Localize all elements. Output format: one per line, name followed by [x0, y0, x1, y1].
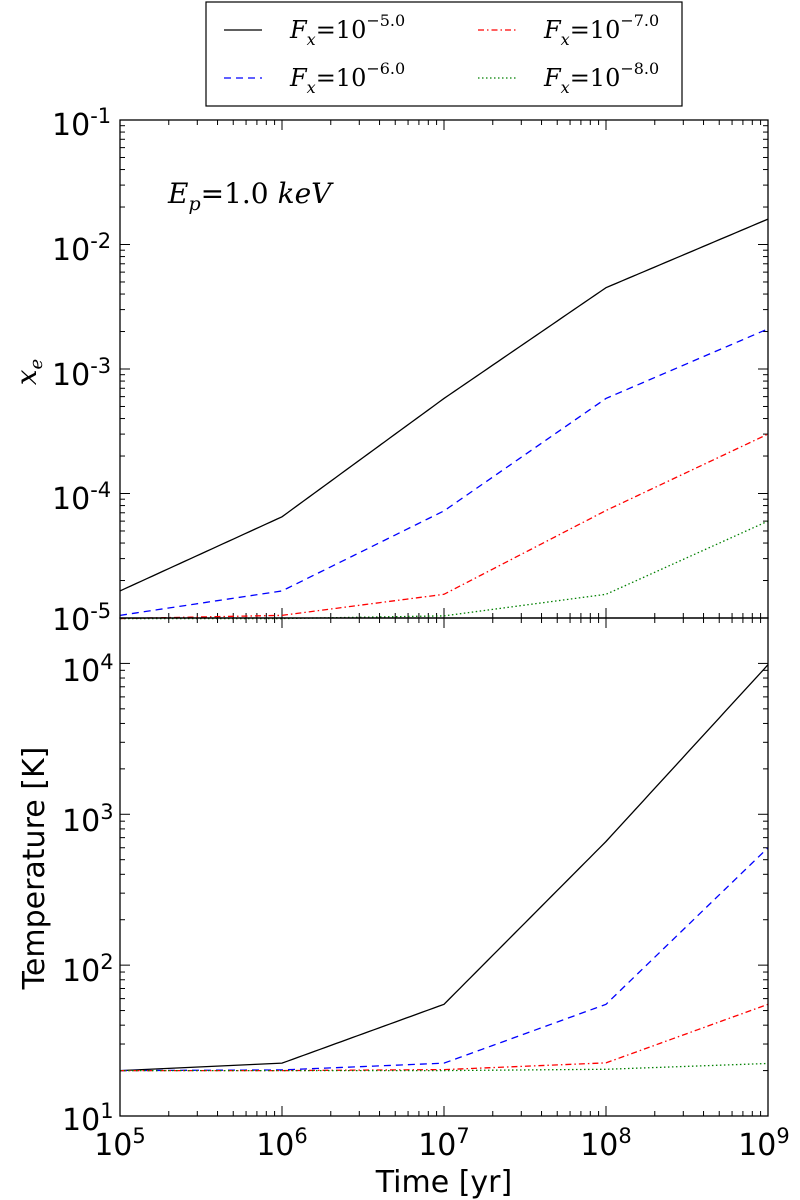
y-tick-label: 10-4	[52, 478, 111, 517]
x-tick-label: 105	[94, 1124, 146, 1163]
top-y-axis-label: xe	[10, 359, 47, 385]
y-tick-label: 10-5	[52, 599, 111, 638]
legend: Fx=10−5.0 Fx=10−6.0 Fx=10−7.0 Fx=10−8.0	[205, 1, 683, 107]
top-panel-y-tick-labels: 10-5 10-4 10-3 10-2 10-1	[52, 104, 111, 638]
series-line-1	[119, 218, 769, 592]
y-tick-label: 102	[62, 950, 114, 989]
x-axis-label: Time [yr]	[375, 1165, 512, 1200]
series-line-3	[119, 433, 769, 620]
y-tick-label: 10-1	[52, 104, 111, 143]
bottom-y-axis-label: Temperature [K]	[17, 747, 52, 991]
x-tick-label: 106	[256, 1124, 308, 1163]
y-tick-label: 10-2	[52, 229, 111, 268]
x-tick-label: 109	[738, 1124, 790, 1163]
series-line-2	[119, 328, 769, 617]
top-panel-series	[119, 218, 769, 620]
legend-label-2: Fx=10−6.0	[289, 59, 405, 97]
legend-label-1: Fx=10−5.0	[289, 11, 405, 49]
series-line-2	[119, 847, 769, 1072]
bottom-panel: 101 102 103 104 Temperature [K] 105 106 …	[17, 617, 790, 1200]
top-panel: 10-5 10-4 10-3 10-2 10-1 xe Ep=1.0 keV	[10, 104, 769, 638]
series-line-3	[120, 1003, 769, 1072]
y-tick-label: 104	[62, 650, 114, 689]
legend-label-3: Fx=10−7.0	[543, 11, 659, 49]
bottom-panel-ticks	[119, 617, 769, 1117]
top-panel-ticks	[119, 119, 769, 619]
bottom-panel-series	[119, 664, 769, 1072]
series-line-4	[120, 1062, 769, 1072]
y-tick-label: 10-3	[52, 354, 111, 393]
y-tick-label: 103	[62, 800, 114, 839]
energy-annotation: Ep=1.0 keV	[167, 177, 334, 215]
legend-box	[205, 1, 683, 107]
series-line-1	[119, 664, 769, 1072]
series-line-4	[120, 520, 769, 620]
x-tick-label: 107	[418, 1124, 470, 1163]
bottom-panel-frame	[119, 617, 769, 1117]
bottom-panel-y-tick-labels: 101 102 103 104	[62, 650, 114, 1138]
x-tick-label: 108	[580, 1124, 632, 1163]
x-tick-labels: 105 106 107 108 109	[94, 1124, 790, 1163]
legend-label-4: Fx=10−8.0	[543, 59, 659, 97]
y-tick-label: 101	[62, 1099, 114, 1138]
